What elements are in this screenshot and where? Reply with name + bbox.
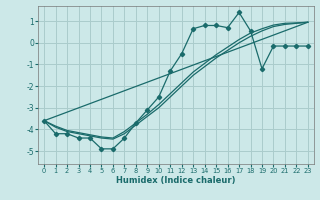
X-axis label: Humidex (Indice chaleur): Humidex (Indice chaleur) [116,176,236,185]
